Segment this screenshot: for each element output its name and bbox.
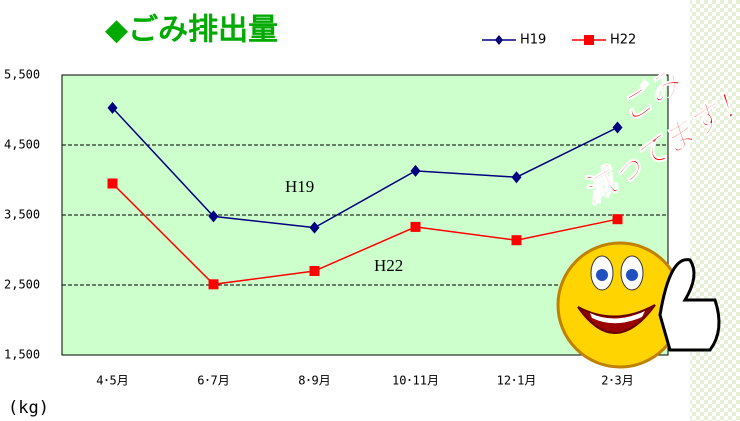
x-tick-label: 2･3月 bbox=[601, 374, 633, 388]
x-tick-label: 8･9月 bbox=[298, 374, 330, 388]
point bbox=[613, 214, 623, 224]
legend-label: H22 bbox=[610, 33, 636, 48]
y-tick-label: 4,500 bbox=[4, 138, 40, 152]
y-tick-label: 1,500 bbox=[4, 348, 40, 362]
side-strip bbox=[690, 0, 740, 421]
point bbox=[512, 235, 522, 245]
point bbox=[209, 279, 219, 289]
chart-title: ◆ごみ排出量 bbox=[105, 13, 278, 48]
legend-marker bbox=[584, 35, 594, 45]
point bbox=[108, 179, 118, 189]
x-tick-label: 6･7月 bbox=[197, 374, 229, 388]
x-tick-label: 4･5月 bbox=[96, 374, 128, 388]
y-tick-label: 3,500 bbox=[4, 208, 40, 222]
y-tick-label: 2,500 bbox=[4, 278, 40, 292]
point bbox=[411, 222, 421, 232]
y-unit: (kg) bbox=[8, 398, 49, 418]
y-tick-label: 5,500 bbox=[4, 68, 40, 82]
legend-marker bbox=[495, 35, 503, 45]
x-tick-label: 10･11月 bbox=[392, 374, 439, 388]
legend-label: H19 bbox=[520, 33, 546, 48]
annotation: H19 bbox=[285, 177, 314, 196]
point bbox=[310, 266, 320, 276]
chart: ◆ごみ排出量 (kg) 1,500 2,500 3,500 4,500 5,500 4･5… bbox=[0, 0, 740, 421]
x-tick-label: 12･1月 bbox=[497, 374, 537, 388]
annotation: H22 bbox=[374, 256, 403, 275]
